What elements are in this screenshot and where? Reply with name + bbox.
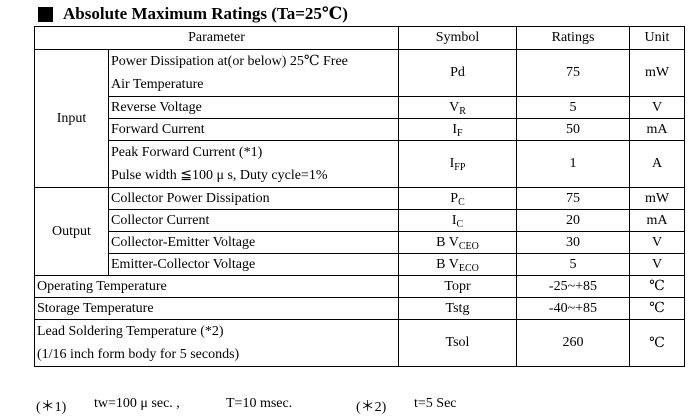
symbol-text: P [450, 190, 459, 206]
table-row: Collector-Emitter Voltage B VCEO 30 V [35, 231, 685, 254]
rating-cell: 75 [516, 187, 630, 210]
symbol-text: Pd [450, 65, 465, 80]
unit-cell: V [629, 96, 685, 119]
table-row: Forward Current IF 50 mA [35, 118, 685, 141]
table-row: Emitter-Collector Voltage B VECO 5 V [35, 253, 685, 276]
param-cell: Power Dissipation at(or below) 25℃ Free … [108, 49, 399, 97]
param-cell: Peak Forward Current (*1) Pulse width ≦1… [108, 140, 399, 188]
group-output: Output [34, 187, 109, 276]
table-row: Reverse Voltage VR 5 V [35, 96, 685, 119]
symbol-subscript: R [459, 105, 466, 117]
symbol-cell: Topr [398, 275, 517, 298]
header-ratings: Ratings [516, 26, 630, 50]
unit-cell: A [629, 140, 685, 188]
param-cell: Forward Current [108, 118, 399, 141]
param-line: Air Temperature [111, 77, 204, 92]
rating-cell: -25~+85 [516, 275, 630, 298]
header-row: Parameter Symbol Ratings Unit [34, 26, 685, 50]
table-row: Collector Current IC 20 mA [35, 209, 685, 232]
param-cell: Reverse Voltage [108, 96, 399, 119]
header-symbol: Symbol [398, 26, 517, 50]
unit-cell: ℃ [629, 275, 685, 298]
symbol-cell: Tstg [398, 297, 517, 320]
rating-cell: 5 [516, 253, 630, 276]
param-cell: Collector Current [108, 209, 399, 232]
unit-cell: mW [629, 49, 685, 97]
unit-cell: V [629, 231, 685, 254]
symbol-subscript: ECO [458, 262, 479, 274]
symbol-cell: PC [398, 187, 517, 210]
rating-cell: 20 [516, 209, 630, 232]
symbol-text: I [449, 156, 455, 171]
symbol-text: B V [436, 256, 459, 272]
symbol-cell: B VECO [398, 253, 517, 276]
rating-cell: 30 [516, 231, 630, 254]
rating-cell: 260 [516, 319, 630, 367]
param-cell: Operating Temperature [34, 275, 399, 298]
symbol-cell: IC [398, 209, 517, 232]
param-cell: Collector Power Dissipation [108, 187, 399, 210]
unit-cell: mA [629, 118, 685, 141]
rating-cell: 5 [516, 96, 630, 119]
unit-cell: ℃ [629, 297, 685, 320]
symbol-cell: VR [398, 96, 517, 119]
symbol-subscript: C [456, 218, 464, 230]
symbol-text: I [452, 121, 458, 137]
param-line: Pulse width ≦100 μ s, Duty cycle=1% [111, 168, 328, 183]
unit-cell: mA [629, 209, 685, 232]
param-line: Lead Soldering Temperature (*2) [37, 324, 224, 339]
symbol-cell: B VCEO [398, 231, 517, 254]
title-text: Absolute Maximum Ratings (Ta=25℃) [63, 4, 348, 23]
unit-cell: V [629, 253, 685, 276]
param-cell: Storage Temperature [34, 297, 399, 320]
unit-cell: ℃ [629, 319, 685, 367]
footnote-2-mark: (＊2) [356, 400, 387, 415]
header-parameter: Parameter [34, 26, 399, 50]
rating-cell: 50 [516, 118, 630, 141]
rating-cell: -40~+85 [516, 297, 630, 320]
param-line: (1/16 inch form body for 5 seconds) [37, 347, 240, 362]
symbol-subscript: F [457, 127, 463, 139]
rating-cell: 1 [516, 140, 630, 188]
section-title: Absolute Maximum Ratings (Ta=25℃) [38, 4, 348, 24]
table-row: Storage Temperature Tstg -40~+85 ℃ [34, 297, 685, 320]
symbol-text: B V [436, 234, 459, 250]
footnote-1-text: tw=100 μ sec. , [94, 396, 180, 411]
group-input: Input [34, 49, 109, 188]
table-row: Lead Soldering Temperature (*2) (1/16 in… [34, 319, 685, 367]
table-row: Operating Temperature Topr -25~+85 ℃ [34, 275, 685, 298]
table-row: Peak Forward Current (*1) Pulse width ≦1… [35, 140, 685, 188]
symbol-cell: Tsol [398, 319, 517, 367]
symbol-cell: Pd [398, 49, 517, 97]
rating-cell: 75 [516, 49, 630, 97]
param-line: Peak Forward Current (*1) [111, 145, 263, 160]
footnote-1-text-2: T=10 msec. [226, 396, 293, 411]
black-square-icon [38, 6, 53, 22]
symbol-text: V [449, 99, 460, 115]
symbol-subscript: CEO [458, 240, 479, 252]
symbol-text: I [451, 212, 457, 228]
param-cell: Collector-Emitter Voltage [108, 231, 399, 254]
table-row: Output Collector Power Dissipation PC 75… [34, 187, 685, 276]
param-cell: Emitter-Collector Voltage [108, 253, 399, 276]
footnote-1-mark: (＊1) [36, 400, 67, 415]
param-line: Power Dissipation at(or below) 25℃ Free [111, 54, 348, 69]
symbol-subscript: FP [454, 162, 466, 173]
param-cell: Lead Soldering Temperature (*2) (1/16 in… [34, 319, 399, 367]
symbol-cell: IFP [398, 140, 517, 188]
symbol-subscript: C [458, 196, 465, 208]
footnote-2-text: t=5 Sec [414, 396, 457, 411]
unit-cell: mW [629, 187, 685, 210]
ratings-table: Parameter Symbol Ratings Unit Input Powe… [34, 26, 685, 367]
symbol-cell: IF [398, 118, 517, 141]
table-row: Input Power Dissipation at(or below) 25℃… [34, 49, 685, 188]
header-unit: Unit [629, 26, 685, 50]
